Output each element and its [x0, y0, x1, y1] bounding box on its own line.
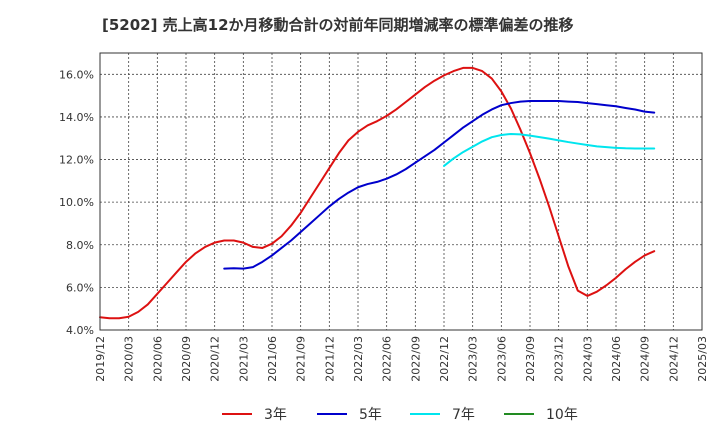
x-tick-label: 2023/06	[495, 336, 508, 382]
x-tick-label: 2021/12	[323, 336, 336, 382]
x-tick-label: 2024/12	[667, 336, 680, 382]
series-line	[99, 66, 656, 320]
series-line	[443, 132, 656, 167]
x-tick-label: 2020/06	[151, 336, 164, 382]
y-tick-label: 14.0%	[59, 111, 94, 124]
y-axis-ticks: 4.0% 6.0% 8.0% 10.0% 12.0% 14.0% 16.0%	[59, 68, 94, 337]
legend-label: 3年	[264, 407, 287, 423]
legend: 3年 5年 7年 10年	[222, 407, 578, 423]
y-tick-label: 12.0%	[59, 154, 94, 167]
x-tick-label: 2024/03	[581, 336, 594, 382]
x-tick-label: 2024/09	[639, 336, 652, 382]
y-tick-label: 6.0%	[66, 281, 94, 294]
x-tick-label: 2020/09	[180, 336, 193, 382]
x-tick-label: 2023/09	[524, 336, 537, 382]
y-tick-label: 8.0%	[66, 239, 94, 252]
x-tick-label: 2022/09	[409, 336, 422, 382]
chart-title: [5202] 売上高12か月移動合計の対前年同期増減率の標準偏差の推移	[102, 16, 574, 34]
x-tick-label: 2021/09	[295, 336, 308, 382]
series-line	[223, 99, 656, 270]
x-tick-label: 2021/03	[237, 336, 250, 382]
legend-label: 10年	[546, 407, 578, 423]
y-tick-label: 16.0%	[59, 68, 94, 81]
x-tick-label: 2025/03	[696, 336, 709, 382]
y-tick-label: 10.0%	[59, 196, 94, 209]
x-tick-label: 2022/12	[438, 336, 451, 382]
plot-frame	[99, 52, 703, 331]
x-tick-label: 2022/06	[381, 336, 394, 382]
x-tick-label: 2021/06	[266, 336, 279, 382]
legend-label: 7年	[452, 407, 475, 423]
x-axis-ticks: 2019/12 2020/03 2020/06 2020/09 2020/12 2021/…	[94, 336, 709, 382]
x-tick-label: 2023/12	[553, 336, 566, 382]
x-tick-label: 2022/03	[352, 336, 365, 382]
x-tick-label: 2020/12	[209, 336, 222, 382]
series-lines	[99, 66, 656, 320]
legend-label: 5年	[359, 407, 382, 423]
x-tick-label: 2020/03	[123, 336, 136, 382]
y-tick-label: 4.0%	[66, 324, 94, 337]
x-tick-label: 2023/03	[467, 336, 480, 382]
x-tick-label: 2024/06	[610, 336, 623, 382]
grid-lines	[99, 53, 703, 331]
x-tick-label: 2019/12	[94, 336, 107, 382]
